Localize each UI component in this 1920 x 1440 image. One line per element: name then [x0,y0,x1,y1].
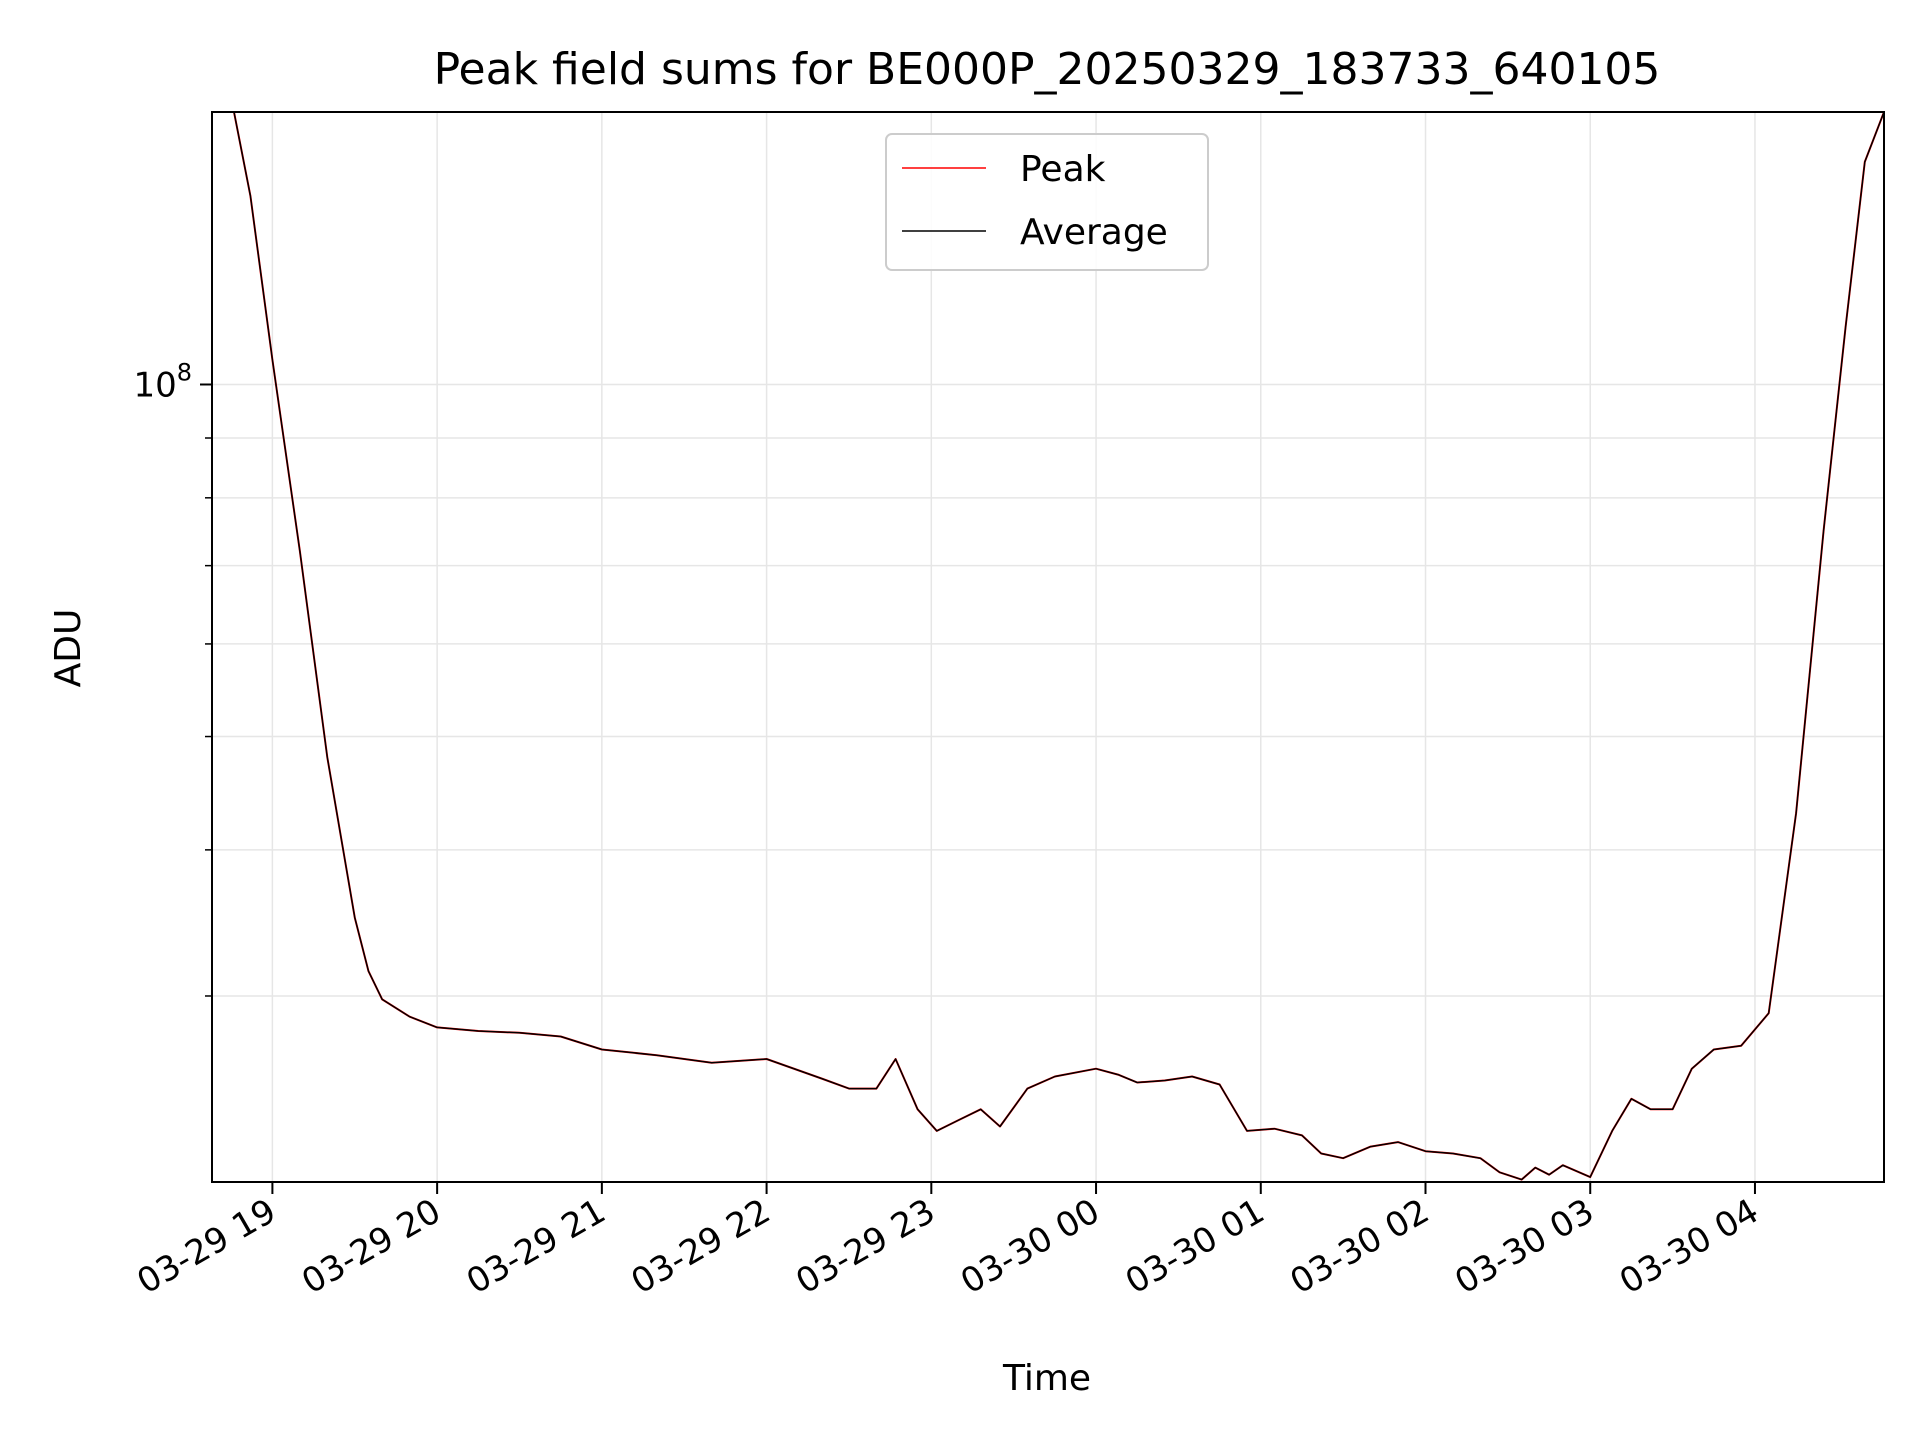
plot-area-frame [211,111,1885,1183]
y-axis-label: ADU [48,609,89,688]
legend-label-peak: Peak [1020,149,1106,190]
y-tick-label: 108 [133,358,192,405]
legend-label-average: Average [1020,212,1168,253]
y-axis: 108 [133,358,212,997]
series-layer [212,112,1884,1181]
chart-title: Peak field sums for BE000P_20250329_1837… [434,44,1661,95]
series-line-average [212,112,1884,1181]
legend: Peak Average [885,133,1209,271]
x-axis-label: Time [1002,1358,1091,1399]
grid [212,112,1884,1182]
